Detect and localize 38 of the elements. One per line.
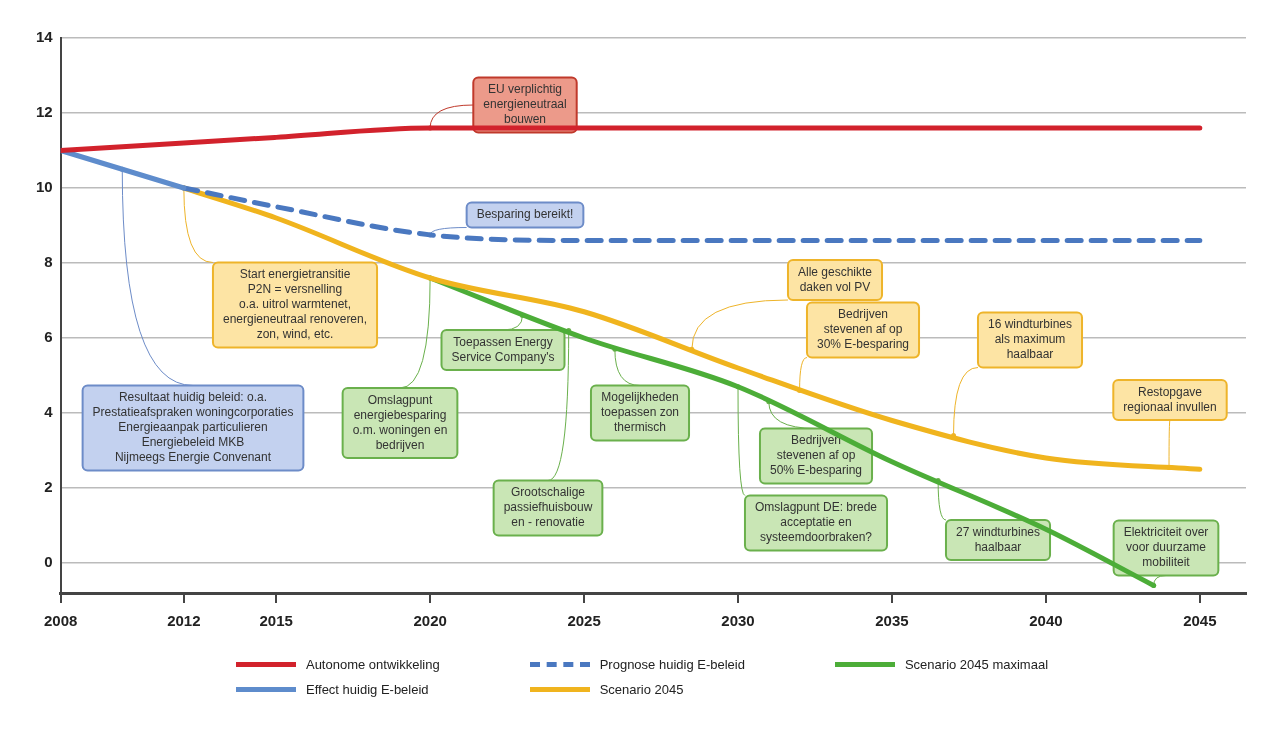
annotation: Alle geschikte daken vol PV	[797, 264, 873, 294]
annotation: Restopgave regionaal invullen	[1123, 384, 1217, 414]
y-tick-label: 2	[44, 478, 53, 496]
annotation: Bedrijven stevenen af op 30% E-besparing	[816, 307, 910, 352]
x-tick-label: 2020	[413, 612, 447, 630]
annotation: Elektriciteit over voor duurzame mobiliteit	[1123, 525, 1209, 570]
y-tick-label: 10	[36, 178, 53, 196]
annotation: Bedrijven stevenen af op 50% E-besparing	[769, 433, 863, 478]
x-tick-label: 2045	[1183, 612, 1217, 630]
x-tick-label: 2030	[721, 612, 755, 630]
legend-label: Scenario 2045 maximaal	[904, 657, 1049, 672]
x-tick-label: 2040	[1029, 612, 1063, 630]
annotation: Start energietransitie P2N = versnelling o.a. uitrol warmtenet, energieneutraal renoveren, zon, wind, etc.	[222, 267, 368, 342]
legend-label: Scenario 2045	[599, 682, 684, 697]
annotation: Resultaat huidig beleid: o.a. Prestatieafspraken woningcorporaties Energieaanpak particulieren Energiebeleid MKB Nijmeegs Energie Convenant	[92, 390, 294, 465]
y-tick-label: 8	[44, 253, 53, 271]
x-tick-label: 2008	[44, 612, 78, 630]
annotation: EU verplichtig energieneutraal bouwen	[483, 82, 567, 127]
annotation: Toepassen Energy Service Company's	[451, 334, 555, 364]
y-tick-label: 6	[44, 328, 53, 346]
legend-label: Autonome ontwikkeling	[305, 657, 440, 672]
y-tick-label: 14	[36, 28, 54, 46]
y-tick-label: 4	[44, 403, 54, 421]
annotation: Omslagpunt energiebesparing o.m. woningen en bedrijven	[352, 392, 448, 452]
annotation: Besparing bereikt!	[476, 207, 574, 222]
legend-label: Prognose huidig E-beleid	[599, 657, 745, 672]
annotation: 16 windturbines als maximum haalbaar	[987, 317, 1073, 362]
y-tick-label: 12	[36, 103, 53, 121]
annotation: Grootschalige passiefhuisbouw en - renovatie	[503, 485, 593, 530]
x-tick-label: 2025	[567, 612, 601, 630]
annotation: Omslagpunt DE: brede acceptatie en systeemdoorbraken?	[754, 500, 878, 545]
annotation: Mogelijkheden toepassen zon thermisch	[600, 390, 680, 435]
x-tick-label: 2012	[167, 612, 201, 630]
legend-label: Effect huidig E-beleid	[305, 682, 429, 697]
x-tick-label: 2015	[259, 612, 293, 630]
annotation: 27 windturbines haalbaar	[955, 524, 1041, 554]
x-tick-label: 2035	[875, 612, 909, 630]
y-tick-label: 0	[44, 553, 53, 571]
